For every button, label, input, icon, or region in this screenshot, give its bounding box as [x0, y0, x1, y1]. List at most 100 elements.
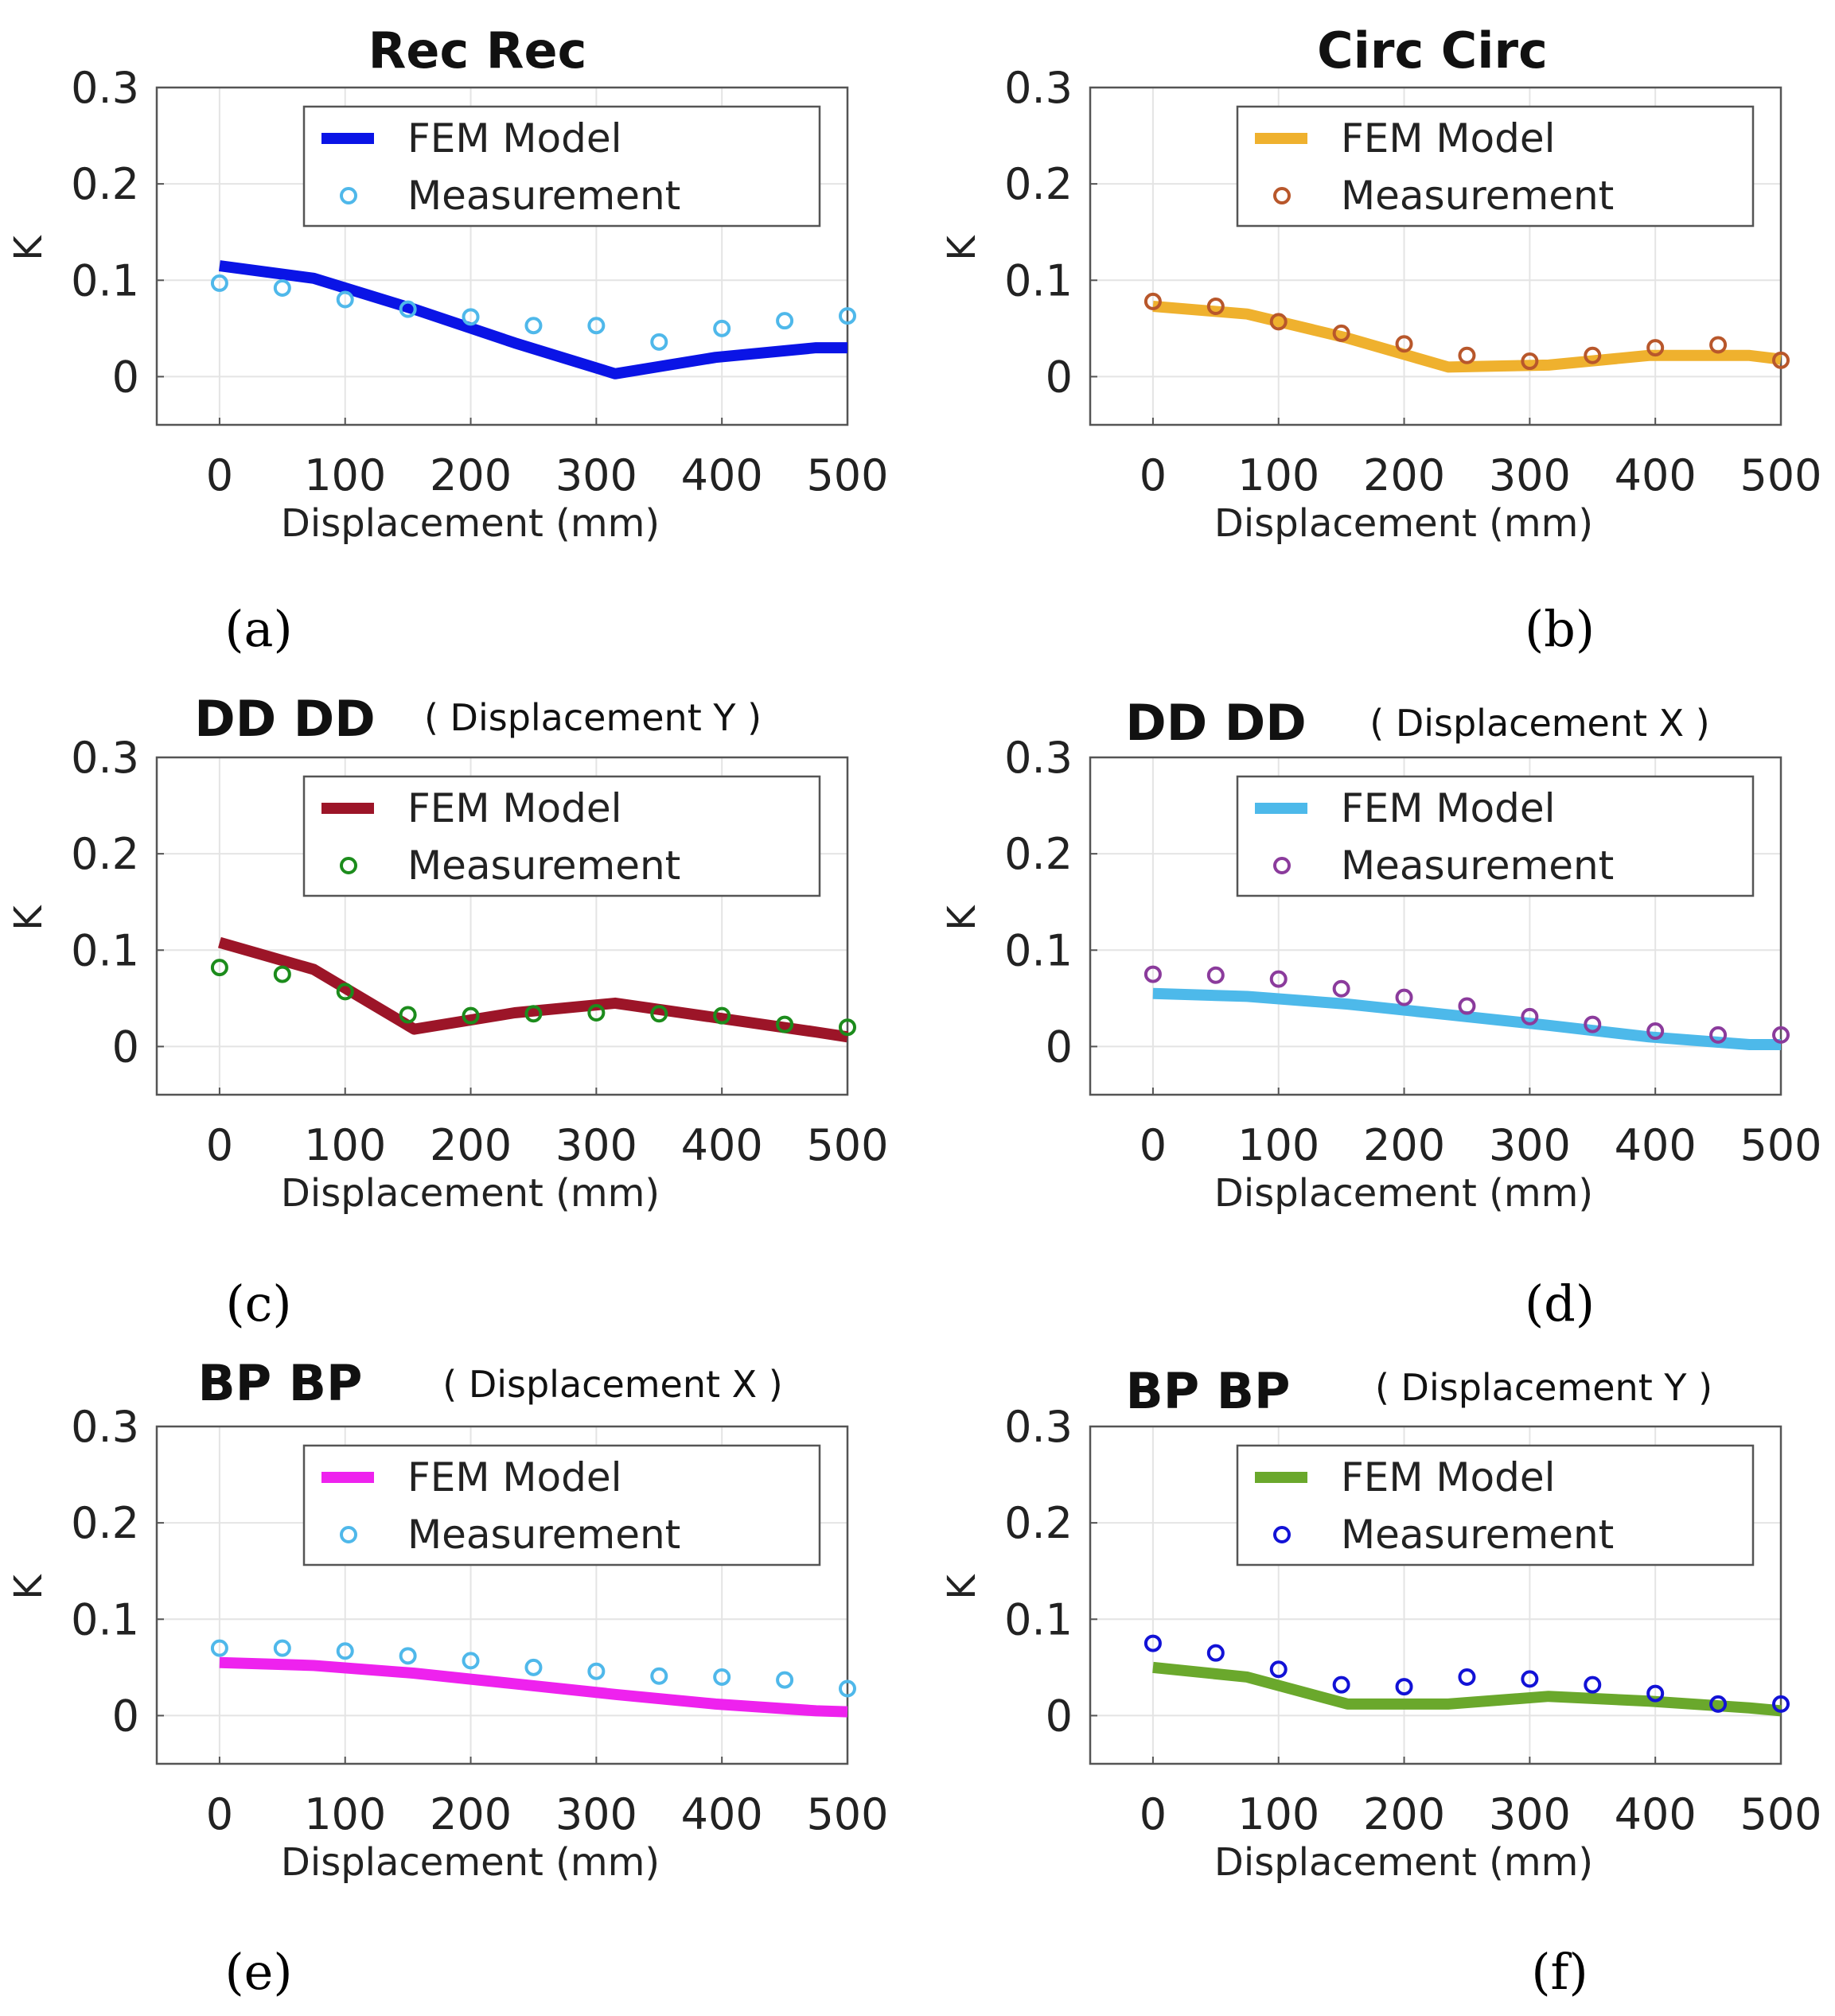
legend-box [1236, 775, 1755, 897]
x-tick-label: 500 [806, 1120, 888, 1170]
panel-label: (f) [1531, 1943, 1588, 2001]
measurement-point [399, 300, 417, 318]
x-tick-label: 200 [1363, 1120, 1445, 1170]
x-tick-label: 400 [1615, 1120, 1697, 1170]
x-axis-label: Displacement (mm) [281, 1840, 660, 1885]
measurement-point [336, 290, 354, 309]
measurement-point [462, 1006, 480, 1025]
measurement-point [713, 1006, 731, 1025]
x-tick-label: 100 [1237, 1789, 1319, 1839]
measurement-point [587, 1662, 606, 1680]
y-tick-label: 0.2 [1004, 1498, 1073, 1548]
measurement-point [399, 1006, 417, 1024]
measurement-point [524, 317, 543, 335]
x-tick-label: 400 [681, 1120, 763, 1170]
measurement-point [336, 983, 354, 1001]
x-tick-label: 400 [1615, 450, 1697, 500]
y-tick-label: 0 [112, 1022, 139, 1072]
legend-entry: Measurement [407, 1512, 680, 1558]
measurement-point [1584, 1015, 1602, 1033]
plot-area [1089, 1425, 1782, 1765]
x-tick-label: 0 [1140, 1789, 1167, 1839]
legend: FEM Model Measurement [302, 775, 821, 897]
x-axis-label: Displacement (mm) [1214, 501, 1593, 546]
measurement-point [1395, 988, 1413, 1006]
y-axis-label: K [940, 905, 984, 931]
measurement-point [1143, 292, 1162, 310]
y-tick-label: 0.3 [71, 1402, 139, 1452]
measurement-point [1206, 1644, 1225, 1662]
measurement-point [839, 1018, 856, 1037]
legend: FEM Model Measurement [1236, 775, 1755, 897]
x-tick-label: 0 [1140, 1120, 1167, 1170]
y-axis-label: K [940, 235, 984, 261]
chart-panel-6: BP BP ( Displacement Y ) 0 100 200 300 400 500 0… [940, 1362, 1822, 2001]
chart-title: Rec Rec [368, 21, 587, 80]
x-tick-label: 300 [1489, 450, 1571, 500]
x-axis-label: Displacement (mm) [281, 1171, 660, 1216]
measurement-point [1458, 997, 1476, 1015]
y-tick-label: 0.2 [1004, 829, 1073, 879]
x-tick-label: 100 [304, 1120, 386, 1170]
chart-subtitle: ( Displacement Y ) [424, 696, 762, 739]
measurement-point [1206, 966, 1225, 984]
y-tick-label: 0.2 [71, 1498, 139, 1548]
legend-entry: Measurement [407, 173, 680, 219]
x-tick-label: 300 [1489, 1120, 1571, 1170]
measurement-point [650, 1005, 668, 1023]
x-axis-label: Displacement (mm) [1214, 1840, 1593, 1885]
measurement-point [1143, 1634, 1162, 1652]
measurement-point [1709, 1026, 1728, 1044]
measurement-point [1269, 1660, 1288, 1679]
plot-area [155, 756, 849, 1096]
measurement-point [524, 1658, 543, 1676]
legend-entry: Measurement [407, 843, 680, 889]
measurement-point [1332, 979, 1350, 998]
chart-subtitle: ( Displacement X ) [1369, 702, 1710, 745]
measurement-point [839, 1679, 856, 1698]
legend-entry: FEM Model [407, 115, 622, 162]
x-tick-label: 200 [430, 450, 512, 500]
measurement-point [776, 312, 794, 330]
chart-panel-5: BP BP ( Displacement X ) 0 100 200 300 400 500 0… [6, 1354, 889, 2001]
measurement-point [650, 333, 668, 351]
panel-label: (d) [1525, 1275, 1595, 1333]
measurement-point [1646, 339, 1665, 357]
legend-box [302, 105, 821, 228]
measurement-point [273, 1639, 291, 1657]
x-tick-label: 200 [1363, 450, 1445, 500]
x-tick-label: 500 [1740, 1789, 1821, 1839]
measurement-point [210, 274, 228, 292]
legend-entry: Measurement [1341, 173, 1614, 219]
legend-entry: FEM Model [407, 1454, 622, 1500]
y-tick-label: 0 [112, 352, 139, 402]
x-tick-label: 0 [206, 1789, 233, 1839]
legend-entry: Measurement [1341, 843, 1614, 889]
y-tick-label: 0 [112, 1691, 139, 1741]
measurement-point [1521, 1007, 1539, 1026]
y-axis-label: K [6, 235, 51, 261]
measurement-point [650, 1667, 668, 1685]
legend-marker-swatch [1273, 1526, 1291, 1543]
y-tick-label: 0.1 [71, 255, 139, 306]
x-tick-label: 100 [1237, 1120, 1319, 1170]
measurement-point [524, 1005, 543, 1023]
y-tick-label: 0.3 [1004, 733, 1073, 783]
y-tick-label: 0.1 [71, 1594, 139, 1644]
x-tick-label: 500 [1740, 1120, 1821, 1170]
measurement-point [1206, 297, 1225, 315]
measurement-point [273, 965, 291, 983]
chart-panel-2: Circ Circ 0 100 200 300 400 500 0 0.1 0.2 0.3 Displ… [940, 21, 1822, 658]
fem-model-line [1152, 987, 1781, 1051]
fem-model-line [218, 260, 847, 379]
measurement-point [587, 317, 606, 335]
y-tick-label: 0.1 [71, 925, 139, 975]
chart-title: Circ Circ [1317, 21, 1548, 80]
x-axis-label: Displacement (mm) [1214, 1171, 1593, 1216]
x-tick-label: 100 [304, 450, 386, 500]
y-tick-label: 0.2 [71, 829, 139, 879]
legend-box [1236, 105, 1755, 228]
measurement-point [1458, 1668, 1476, 1686]
legend-marker-swatch [340, 187, 357, 204]
